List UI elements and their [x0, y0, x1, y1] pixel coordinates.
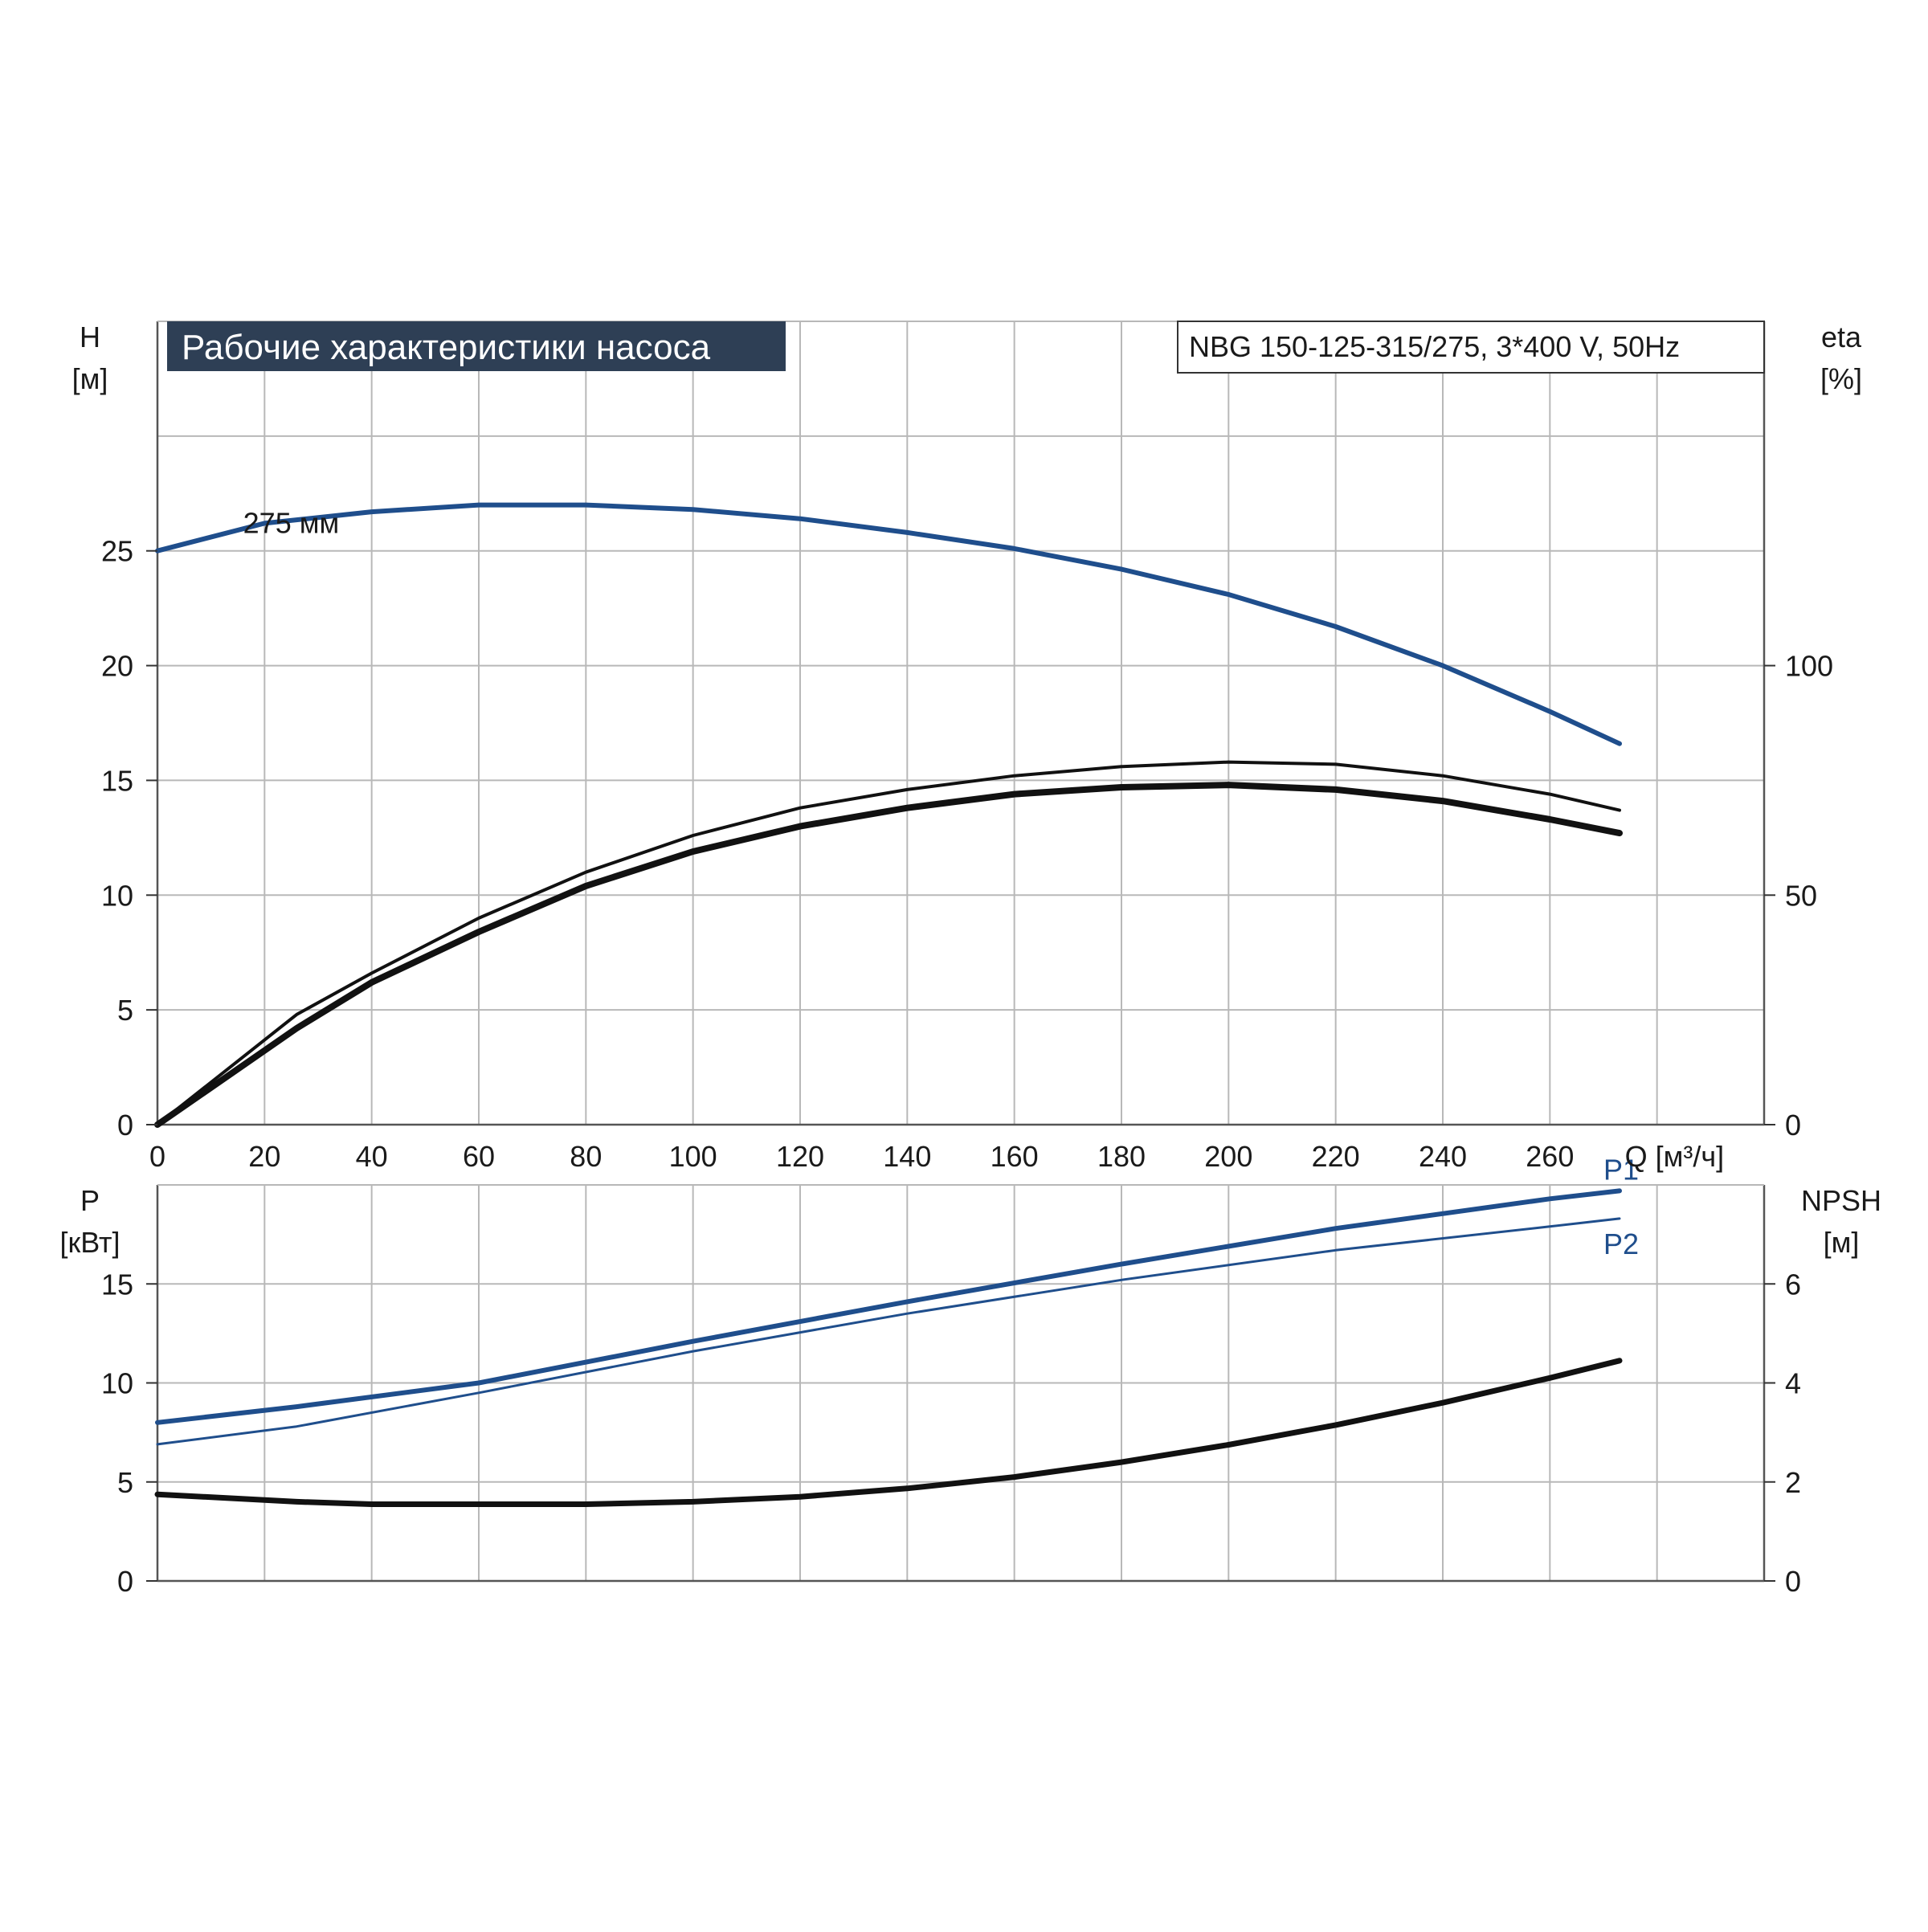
series-line — [156, 1217, 1621, 1446]
series-line — [154, 1358, 1623, 1507]
model-label: NBG 150-125-315/275, 3*400 V, 50Hz — [1189, 330, 1680, 363]
series-line — [156, 760, 1621, 1126]
y-left-tick-label: 0 — [117, 1565, 133, 1598]
y-left-tick-label: 5 — [117, 994, 133, 1027]
x-tick-label: 80 — [570, 1140, 602, 1173]
y-left-tick-label: 10 — [101, 1367, 133, 1400]
y-left-tick-label: 25 — [101, 535, 133, 568]
x-tick-label: 100 — [669, 1140, 717, 1173]
x-tick-label: 240 — [1419, 1140, 1467, 1173]
y-right-axis-label: NPSH — [1801, 1184, 1881, 1217]
series-label: P2 — [1603, 1227, 1639, 1260]
x-tick-label: 140 — [883, 1140, 931, 1173]
y-right-tick-label: 0 — [1785, 1565, 1801, 1598]
y-left-axis-label: [м] — [72, 362, 108, 395]
y-right-axis-label: eta — [1821, 321, 1862, 353]
y-left-tick-label: 5 — [117, 1466, 133, 1499]
y-left-axis-label: H — [80, 321, 100, 353]
x-tick-label: 160 — [991, 1140, 1039, 1173]
model-box — [1177, 321, 1765, 374]
grid-lines — [157, 321, 1764, 1581]
axis-labels: H [м] eta [%] P [кВт] NPSH [м] — [59, 321, 1881, 1259]
series-label: 275 мм — [243, 506, 340, 539]
series-line — [154, 782, 1623, 1128]
x-axis-label: Q [м³/ч] — [1625, 1140, 1725, 1173]
y-right-tick-label: 2 — [1785, 1466, 1801, 1499]
y-right-tick-label: 50 — [1785, 879, 1817, 912]
y-right-tick-label: 6 — [1785, 1268, 1801, 1301]
y-left-axis-label: P — [80, 1184, 100, 1217]
y-left-tick-label: 20 — [101, 650, 133, 683]
y-right-axis-label: [м] — [1824, 1226, 1860, 1259]
y-right-tick-label: 4 — [1785, 1367, 1801, 1400]
x-tick-label: 120 — [776, 1140, 824, 1173]
y-left-tick-label: 0 — [117, 1109, 133, 1142]
x-tick-label: 200 — [1204, 1140, 1252, 1173]
y-right-tick-label: 100 — [1785, 650, 1833, 683]
x-tick-label: 40 — [356, 1140, 388, 1173]
y-right-axis-label: [%] — [1820, 362, 1862, 395]
series-line — [155, 502, 1622, 746]
series-lines: 275 мм P1 P2 — [154, 502, 1639, 1507]
x-tick-label: 0 — [149, 1140, 165, 1173]
y-right-tick-label: 0 — [1785, 1109, 1801, 1142]
x-tick-label: 220 — [1312, 1140, 1360, 1173]
title-box — [167, 321, 786, 371]
y-left-axis-label: [кВт] — [59, 1226, 120, 1259]
x-tick-label: 180 — [1097, 1140, 1146, 1173]
series-line — [155, 1188, 1622, 1425]
y-left-tick-label: 15 — [101, 764, 133, 797]
x-tick-label: 260 — [1526, 1140, 1574, 1173]
series-label: P1 — [1603, 1153, 1639, 1186]
y-left-tick-label: 10 — [101, 879, 133, 912]
x-tick-label: 20 — [248, 1140, 280, 1173]
x-tick-label: 60 — [463, 1140, 495, 1173]
chart-title: Рабочие характеристики насоса — [182, 328, 711, 367]
y-left-tick-label: 15 — [101, 1268, 133, 1301]
